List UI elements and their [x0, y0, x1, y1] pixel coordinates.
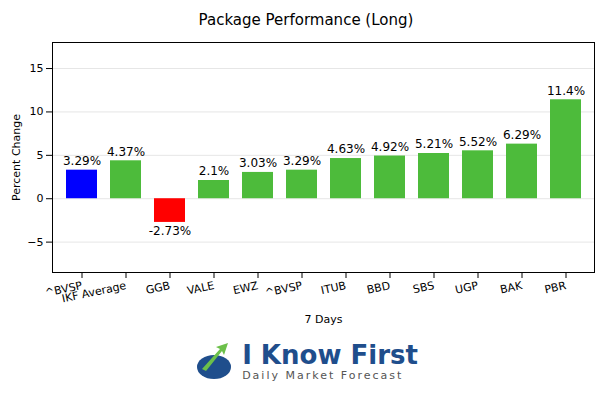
- svg-text:6.29%: 6.29%: [503, 128, 541, 142]
- svg-text:^BVSP: ^BVSP: [264, 279, 304, 300]
- svg-text:BAK: BAK: [499, 279, 524, 297]
- svg-text:−5: −5: [27, 236, 43, 249]
- svg-text:-2.73%: -2.73%: [149, 224, 191, 238]
- svg-text:GGB: GGB: [145, 279, 172, 297]
- svg-text:4.37%: 4.37%: [107, 145, 145, 159]
- svg-text:15: 15: [30, 62, 44, 75]
- svg-text:2.1%: 2.1%: [199, 164, 230, 178]
- svg-text:4.92%: 4.92%: [371, 140, 409, 154]
- svg-text:5: 5: [37, 149, 44, 162]
- html-text:I Know First: I Know First: [242, 339, 418, 370]
- svg-text:4.63%: 4.63%: [327, 142, 365, 156]
- svg-text:7 Days: 7 Days: [305, 313, 343, 326]
- html-text:Package Performance (Long): Package Performance (Long): [198, 11, 414, 29]
- svg-text:IKF Average: IKF Average: [61, 279, 128, 305]
- svg-text:Percent Change: Percent Change: [10, 114, 23, 201]
- svg-text:3.29%: 3.29%: [63, 154, 101, 168]
- svg-text:BBD: BBD: [366, 279, 392, 297]
- svg-text:5.21%: 5.21%: [415, 137, 453, 151]
- svg-text:SBS: SBS: [412, 279, 436, 296]
- svg-text:3.29%: 3.29%: [283, 154, 321, 168]
- svg-text:VALE: VALE: [186, 279, 216, 297]
- svg-text:5.52%: 5.52%: [459, 135, 497, 149]
- svg-text:3.03%: 3.03%: [239, 156, 277, 170]
- svg-text:PBR: PBR: [543, 279, 567, 296]
- svg-text:UGP: UGP: [454, 279, 480, 297]
- svg-text:EWZ: EWZ: [232, 279, 260, 297]
- svg-text:ITUB: ITUB: [320, 279, 348, 297]
- svg-text:10: 10: [30, 105, 44, 118]
- html-text:Daily Market Forecast: Daily Market Forecast: [242, 368, 404, 382]
- svg-text:11.4%: 11.4%: [547, 84, 585, 98]
- svg-text:^BVSP: ^BVSP: [43, 279, 84, 300]
- svg-text:0: 0: [37, 192, 44, 205]
